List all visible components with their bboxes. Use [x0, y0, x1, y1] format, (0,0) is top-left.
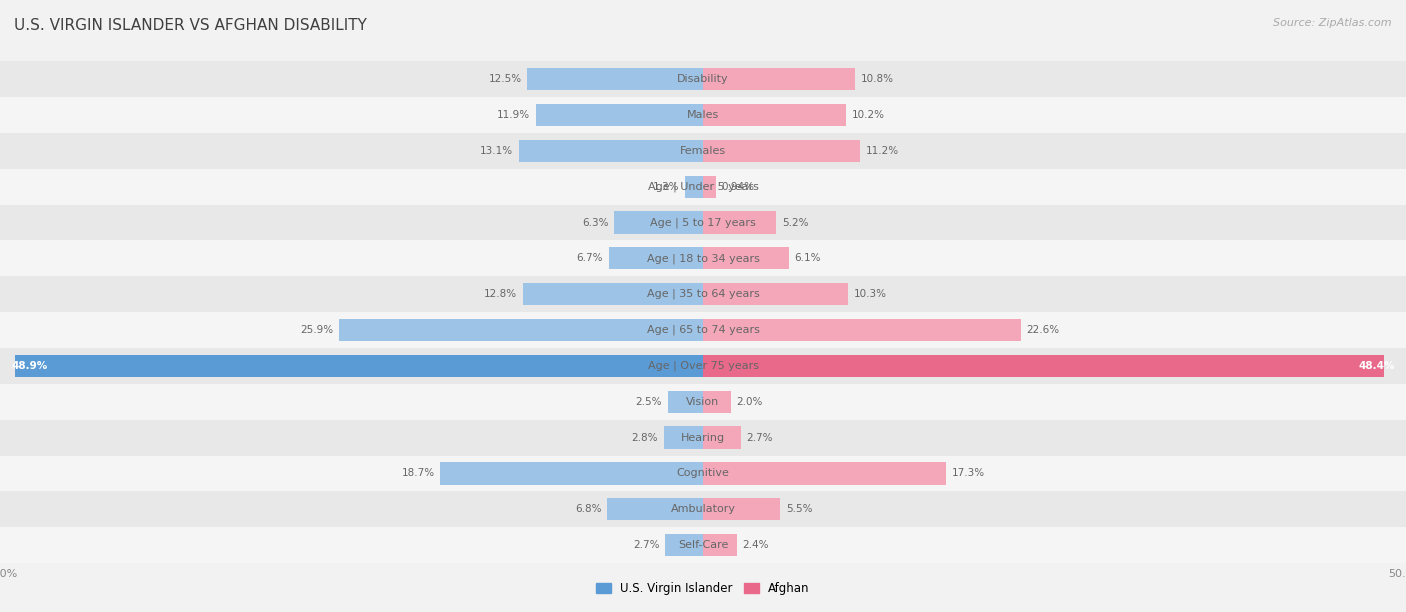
- Bar: [703, 283, 848, 305]
- Bar: [664, 427, 703, 449]
- Bar: [0, 241, 1406, 276]
- Bar: [668, 390, 703, 413]
- Text: 2.7%: 2.7%: [633, 540, 659, 550]
- Text: 2.7%: 2.7%: [747, 433, 773, 442]
- Bar: [703, 104, 846, 126]
- Text: 18.7%: 18.7%: [401, 468, 434, 479]
- Text: 25.9%: 25.9%: [299, 325, 333, 335]
- Bar: [703, 319, 1021, 341]
- Bar: [703, 68, 855, 90]
- Bar: [703, 498, 780, 520]
- Text: 13.1%: 13.1%: [479, 146, 513, 156]
- Text: Age | Under 5 years: Age | Under 5 years: [648, 181, 758, 192]
- Text: 11.2%: 11.2%: [866, 146, 900, 156]
- Text: Females: Females: [681, 146, 725, 156]
- Text: Disability: Disability: [678, 74, 728, 84]
- Bar: [703, 247, 789, 269]
- Text: 12.8%: 12.8%: [484, 289, 517, 299]
- Text: 17.3%: 17.3%: [952, 468, 986, 479]
- Bar: [685, 176, 703, 198]
- Text: 6.7%: 6.7%: [576, 253, 603, 263]
- Text: 11.9%: 11.9%: [496, 110, 530, 120]
- Text: 2.5%: 2.5%: [636, 397, 662, 407]
- Bar: [0, 527, 1406, 563]
- Text: 5.2%: 5.2%: [782, 217, 808, 228]
- Text: Males: Males: [688, 110, 718, 120]
- Text: 6.3%: 6.3%: [582, 217, 609, 228]
- Bar: [440, 462, 703, 485]
- Bar: [665, 534, 703, 556]
- Bar: [614, 211, 703, 234]
- Bar: [0, 420, 1406, 455]
- Bar: [0, 491, 1406, 527]
- Bar: [703, 176, 716, 198]
- Bar: [0, 97, 1406, 133]
- Bar: [523, 283, 703, 305]
- Text: Source: ZipAtlas.com: Source: ZipAtlas.com: [1274, 18, 1392, 28]
- Bar: [607, 498, 703, 520]
- Text: 0.94%: 0.94%: [721, 182, 755, 192]
- Bar: [0, 384, 1406, 420]
- Bar: [519, 140, 703, 162]
- Text: Age | 5 to 17 years: Age | 5 to 17 years: [650, 217, 756, 228]
- Bar: [0, 61, 1406, 97]
- Text: 22.6%: 22.6%: [1026, 325, 1060, 335]
- Text: Self-Care: Self-Care: [678, 540, 728, 550]
- Bar: [15, 355, 703, 377]
- Text: 2.4%: 2.4%: [742, 540, 769, 550]
- Bar: [703, 427, 741, 449]
- Text: 6.8%: 6.8%: [575, 504, 602, 514]
- Bar: [339, 319, 703, 341]
- Bar: [0, 204, 1406, 241]
- Text: Age | 18 to 34 years: Age | 18 to 34 years: [647, 253, 759, 264]
- Bar: [527, 68, 703, 90]
- Bar: [703, 534, 737, 556]
- Legend: U.S. Virgin Islander, Afghan: U.S. Virgin Islander, Afghan: [592, 578, 814, 600]
- Bar: [0, 348, 1406, 384]
- Text: Age | 35 to 64 years: Age | 35 to 64 years: [647, 289, 759, 299]
- Text: 1.3%: 1.3%: [652, 182, 679, 192]
- Text: 10.3%: 10.3%: [853, 289, 886, 299]
- Text: Age | 65 to 74 years: Age | 65 to 74 years: [647, 325, 759, 335]
- Text: Ambulatory: Ambulatory: [671, 504, 735, 514]
- Text: 10.8%: 10.8%: [860, 74, 893, 84]
- Bar: [0, 312, 1406, 348]
- Bar: [703, 355, 1384, 377]
- Text: Cognitive: Cognitive: [676, 468, 730, 479]
- Text: Age | Over 75 years: Age | Over 75 years: [648, 360, 758, 371]
- Text: 48.4%: 48.4%: [1358, 361, 1395, 371]
- Text: 10.2%: 10.2%: [852, 110, 884, 120]
- Text: Vision: Vision: [686, 397, 720, 407]
- Bar: [703, 390, 731, 413]
- Bar: [0, 169, 1406, 204]
- Bar: [0, 133, 1406, 169]
- Bar: [609, 247, 703, 269]
- Text: 2.0%: 2.0%: [737, 397, 763, 407]
- Bar: [703, 140, 860, 162]
- Bar: [0, 455, 1406, 491]
- Text: 2.8%: 2.8%: [631, 433, 658, 442]
- Text: U.S. VIRGIN ISLANDER VS AFGHAN DISABILITY: U.S. VIRGIN ISLANDER VS AFGHAN DISABILIT…: [14, 18, 367, 34]
- Bar: [536, 104, 703, 126]
- Bar: [0, 276, 1406, 312]
- Text: 12.5%: 12.5%: [488, 74, 522, 84]
- Text: 48.9%: 48.9%: [11, 361, 48, 371]
- Bar: [703, 462, 946, 485]
- Text: 5.5%: 5.5%: [786, 504, 813, 514]
- Bar: [703, 211, 776, 234]
- Text: 6.1%: 6.1%: [794, 253, 821, 263]
- Text: Hearing: Hearing: [681, 433, 725, 442]
